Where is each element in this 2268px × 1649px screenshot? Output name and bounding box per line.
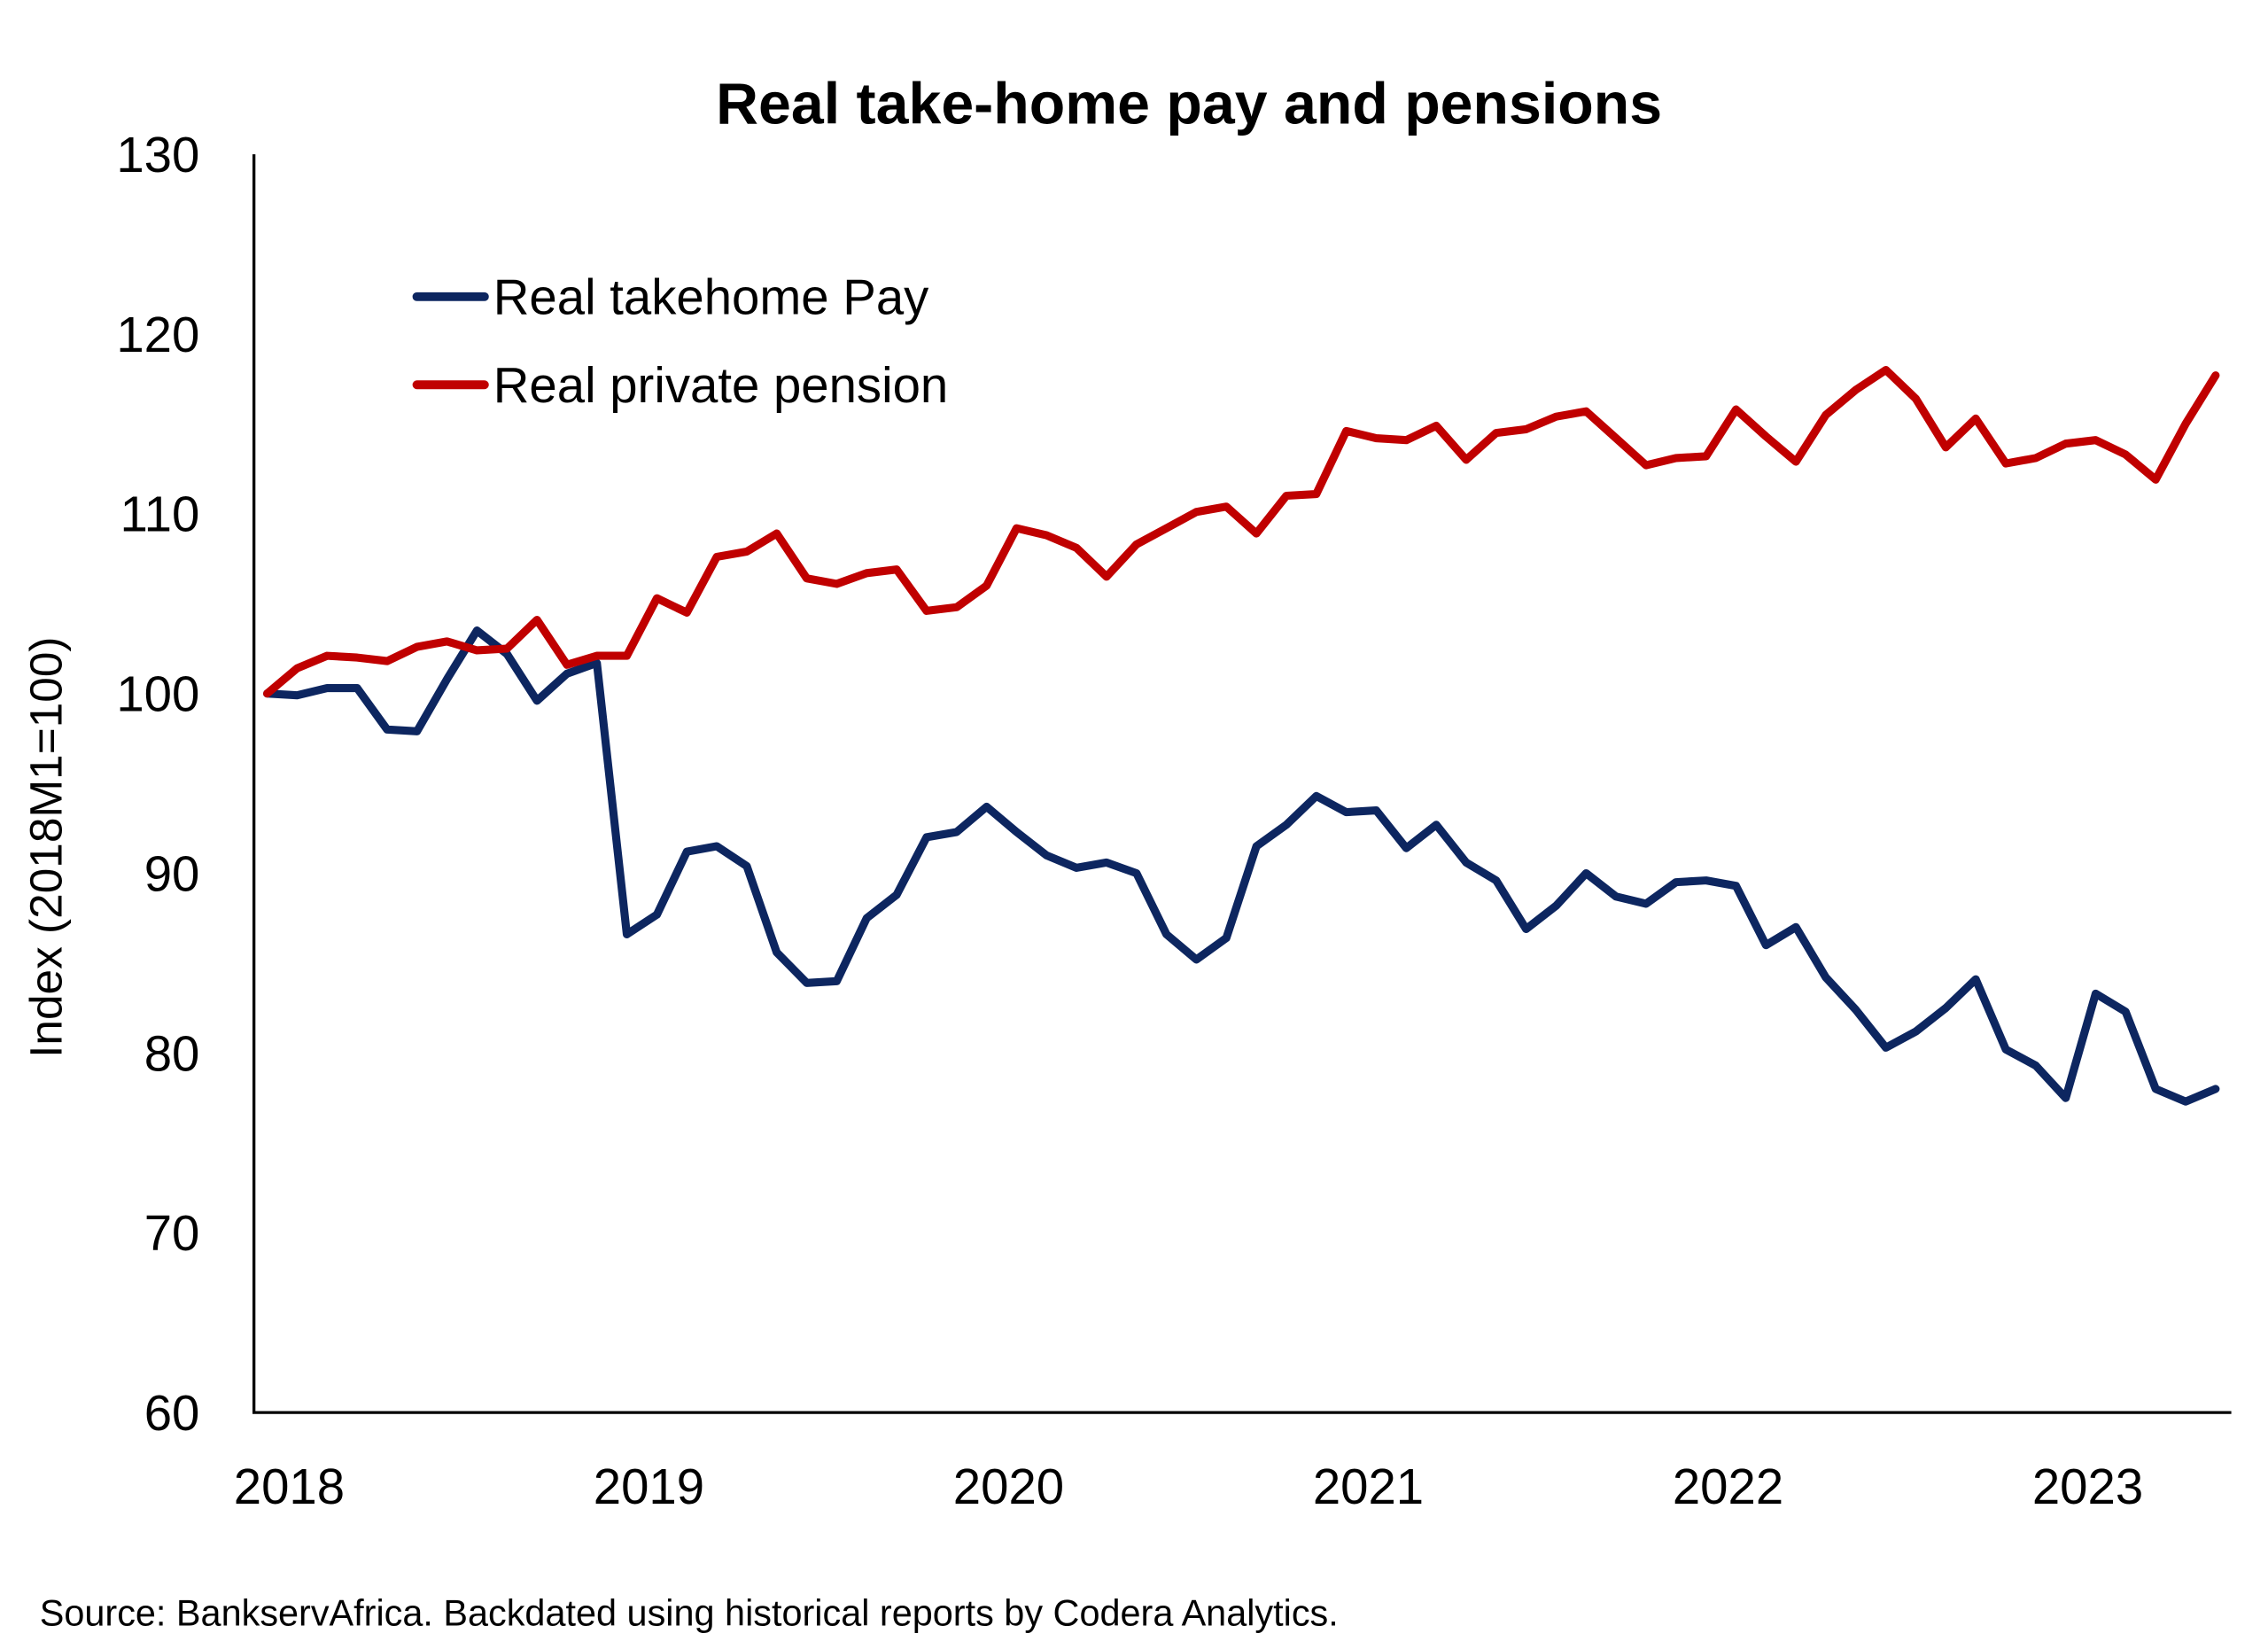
x-axis-ticks: 2018 2019 2020 2021 2022 2023: [234, 1458, 2143, 1514]
x-tick-label: 2018: [234, 1458, 345, 1514]
series-line-takehome-pay: [263, 626, 2220, 1106]
legend-label-takehome-pay: Real takehome Pay: [493, 269, 929, 325]
legend: Real takehome Pay Real private pension: [412, 269, 949, 413]
chart-title: Real take-home pay and pensions: [716, 71, 1662, 136]
legend-label-private-pension: Real private pension: [493, 357, 949, 413]
y-tick-label: 110: [120, 486, 200, 542]
y-tick-label: 130: [116, 127, 199, 183]
y-axis-label: Index (2018M1=100): [21, 636, 72, 1057]
x-tick-label: 2022: [1673, 1458, 1783, 1514]
x-tick-label: 2021: [1313, 1458, 1424, 1514]
y-tick-label: 100: [116, 666, 199, 722]
x-tick-label: 2019: [594, 1458, 704, 1514]
y-tick-label: 80: [144, 1025, 200, 1081]
y-tick-label: 120: [116, 307, 199, 362]
y-tick-label: 90: [144, 845, 200, 901]
y-tick-label: 70: [144, 1205, 200, 1261]
x-tick-label: 2023: [2032, 1458, 2143, 1514]
series-lines: [263, 365, 2220, 1106]
source-note: Source: BankservAfrica. Backdated using …: [40, 1592, 1339, 1633]
x-tick-label: 2020: [953, 1458, 1064, 1514]
series-line-private-pension: [263, 365, 2220, 698]
y-axis-ticks: 60 70 80 90 100 110 120 130: [116, 127, 199, 1441]
y-tick-label: 60: [144, 1385, 200, 1441]
